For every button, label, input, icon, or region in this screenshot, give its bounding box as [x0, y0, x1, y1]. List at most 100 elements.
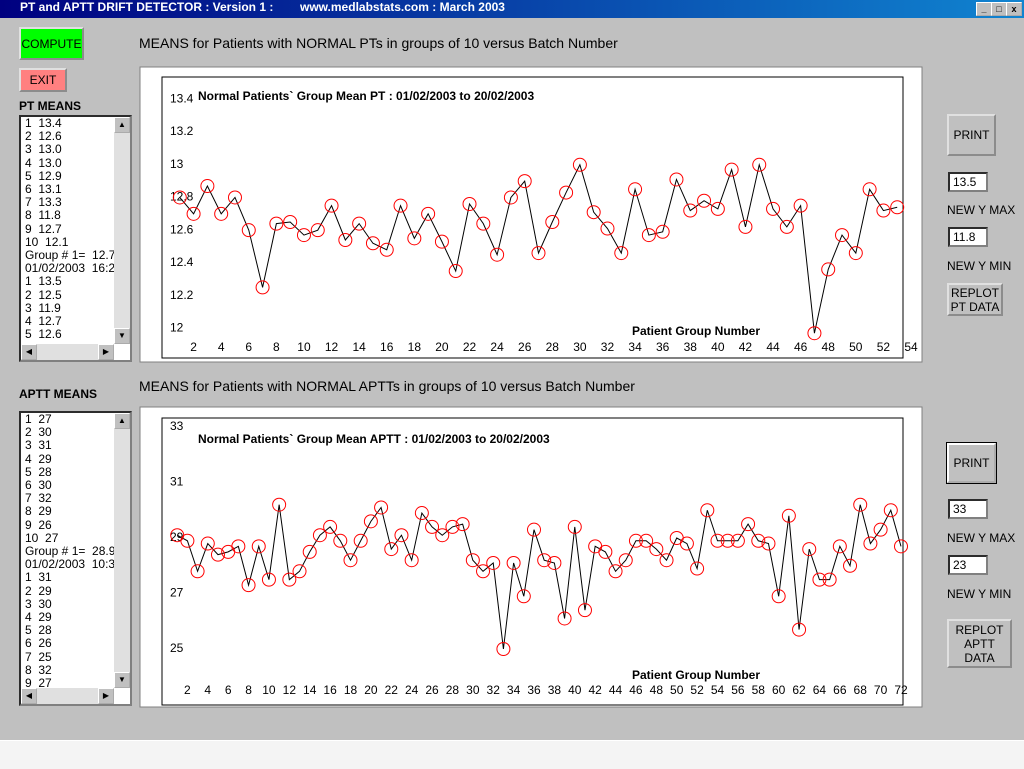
- scrollbar[interactable]: ▲ ▼: [114, 117, 130, 344]
- list-item[interactable]: 3 31: [25, 438, 52, 453]
- x-tick-label: 36: [656, 340, 670, 354]
- x-tick-label: 24: [490, 340, 504, 354]
- data-point: [462, 197, 477, 212]
- data-point: [374, 500, 389, 515]
- x-tick-label: 10: [297, 340, 311, 354]
- list-item[interactable]: 7 25: [25, 649, 52, 664]
- pt-list[interactable]: 1 13.4 2 12.6 3 13.0 4 13.0 5 12.9 6 13.1 7 13…: [19, 115, 132, 362]
- data-point: [414, 506, 429, 521]
- data-point: [394, 528, 409, 543]
- data-point: [312, 528, 327, 543]
- scroll-up[interactable]: ▲: [114, 117, 130, 133]
- x-tick-label: 12: [283, 683, 297, 697]
- chart-title: Normal Patients` Group Mean PT : 01/02/2…: [198, 89, 534, 103]
- list-item[interactable]: 4 12.7: [25, 314, 62, 329]
- list-item[interactable]: 1 13.4: [25, 116, 62, 130]
- list-item[interactable]: 4 29: [25, 451, 52, 466]
- data-point: [559, 185, 574, 200]
- list-item[interactable]: 10 12.1: [25, 234, 69, 249]
- list-item[interactable]: 7 32: [25, 491, 52, 506]
- y-min-label: NEW Y MIN: [947, 587, 1012, 601]
- list-item[interactable]: 4 29: [25, 610, 52, 625]
- scroll-left[interactable]: ◀: [21, 344, 37, 360]
- scrollbar[interactable]: ◀ ▶: [21, 344, 114, 360]
- y-tick-label: 12.8: [170, 190, 194, 204]
- list-item[interactable]: 3 13.0: [25, 142, 62, 157]
- scrollbar[interactable]: ▲ ▼: [114, 413, 130, 688]
- x-tick-label: 26: [425, 683, 439, 697]
- data-point: [876, 203, 891, 218]
- list-item[interactable]: 10 27: [25, 530, 59, 545]
- data-point: [343, 553, 358, 568]
- list-item[interactable]: 2 12.6: [25, 129, 62, 144]
- list-item[interactable]: 2 30: [25, 425, 52, 440]
- y-min-input[interactable]: 23: [948, 555, 988, 575]
- scroll-down[interactable]: ▼: [114, 328, 130, 344]
- data-point: [679, 536, 694, 551]
- aptt-list[interactable]: 1 27 2 30 3 31 4 29 5 28 6 30 7 32 8 29 9 26 10 2…: [19, 411, 132, 706]
- data-point: [365, 236, 380, 251]
- list-item[interactable]: 1 13.5: [25, 274, 62, 289]
- y-max-input[interactable]: 13.5: [948, 172, 988, 192]
- print-button[interactable]: PRINT: [947, 114, 996, 156]
- scroll-left[interactable]: ◀: [21, 688, 37, 704]
- list-item[interactable]: 5 12.9: [25, 168, 62, 183]
- list-item[interactable]: Group # 1= 28.9: [25, 544, 116, 559]
- replot-button[interactable]: REPLOT PT DATA: [947, 283, 1003, 316]
- list-item[interactable]: 8 11.8: [25, 208, 61, 223]
- data-point: [720, 533, 735, 548]
- list-item[interactable]: 3 30: [25, 596, 52, 611]
- list-item[interactable]: 5 12.6: [25, 327, 62, 342]
- list-item[interactable]: 6 26: [25, 636, 52, 651]
- list-item[interactable]: 7 13.3: [25, 195, 62, 210]
- compute-button[interactable]: COMPUTE: [19, 27, 84, 60]
- list-item[interactable]: 5 28: [25, 623, 52, 638]
- x-tick-label: 72: [894, 683, 908, 697]
- list-item[interactable]: 1 31: [25, 570, 52, 585]
- list-item[interactable]: 9 12.7: [25, 221, 62, 236]
- charts: Normal Patients` Group Mean PT : 01/02/2…: [139, 66, 923, 708]
- list-item[interactable]: 8 32: [25, 662, 52, 677]
- data-point: [738, 219, 753, 234]
- window-subtitle: www.medlabstats.com : March 2003: [300, 0, 505, 14]
- list-item[interactable]: 8 29: [25, 504, 52, 519]
- scroll-right[interactable]: ▶: [98, 688, 114, 704]
- list-item[interactable]: 2 12.5: [25, 287, 62, 302]
- close[interactable]: x: [1006, 2, 1022, 16]
- list-item[interactable]: 2 29: [25, 583, 52, 598]
- data-point: [465, 553, 480, 568]
- exit-button[interactable]: EXIT: [19, 68, 67, 92]
- list-item[interactable]: 1 27: [25, 412, 52, 426]
- data-point: [486, 555, 501, 570]
- data-point: [190, 564, 205, 579]
- replot-button[interactable]: REPLOT APTT DATA: [947, 619, 1012, 668]
- list-item[interactable]: 9 27: [25, 676, 52, 691]
- data-point: [333, 533, 348, 548]
- x-tick-label: 28: [546, 340, 560, 354]
- data-point: [517, 174, 532, 189]
- maximize[interactable]: □: [991, 2, 1007, 16]
- scroll-down[interactable]: ▼: [114, 672, 130, 688]
- scroll-up[interactable]: ▲: [114, 413, 130, 429]
- list-item[interactable]: 9 26: [25, 517, 52, 532]
- y-min-input[interactable]: 11.8: [948, 227, 988, 247]
- data-point: [476, 216, 491, 231]
- data-point: [649, 542, 664, 557]
- data-point: [214, 206, 229, 221]
- list-item[interactable]: 6 30: [25, 478, 52, 493]
- x-tick-label: 12: [325, 340, 339, 354]
- list-item[interactable]: 3 11.9: [25, 300, 61, 315]
- print-button[interactable]: PRINT: [946, 442, 997, 484]
- scrollbar[interactable]: ◀ ▶: [21, 688, 114, 704]
- list-item[interactable]: 6 13.1: [25, 182, 62, 197]
- data-point: [641, 228, 656, 243]
- data-point: [600, 221, 615, 236]
- y-max-input[interactable]: 33: [948, 499, 988, 519]
- x-tick-label: 8: [273, 340, 280, 354]
- x-tick-label: 34: [628, 340, 642, 354]
- scroll-right[interactable]: ▶: [98, 344, 114, 360]
- data-point: [700, 503, 715, 518]
- list-item[interactable]: 4 13.0: [25, 155, 62, 170]
- x-tick-label: 22: [385, 683, 399, 697]
- list-item[interactable]: 5 28: [25, 464, 52, 479]
